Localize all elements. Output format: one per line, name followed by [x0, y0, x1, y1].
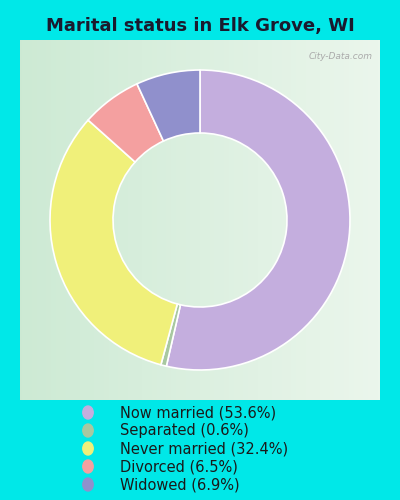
Text: Divorced (6.5%): Divorced (6.5%) — [120, 459, 238, 474]
Text: Never married (32.4%): Never married (32.4%) — [120, 441, 288, 456]
Wedge shape — [161, 304, 180, 366]
Text: Widowed (6.9%): Widowed (6.9%) — [120, 477, 240, 492]
Text: City-Data.com: City-Data.com — [308, 52, 372, 61]
Wedge shape — [137, 70, 200, 141]
Text: Marital status in Elk Grove, WI: Marital status in Elk Grove, WI — [46, 18, 354, 36]
Wedge shape — [166, 70, 350, 370]
Text: Separated (0.6%): Separated (0.6%) — [120, 423, 249, 438]
Wedge shape — [50, 120, 177, 365]
Text: Now married (53.6%): Now married (53.6%) — [120, 405, 276, 420]
Wedge shape — [88, 84, 164, 162]
